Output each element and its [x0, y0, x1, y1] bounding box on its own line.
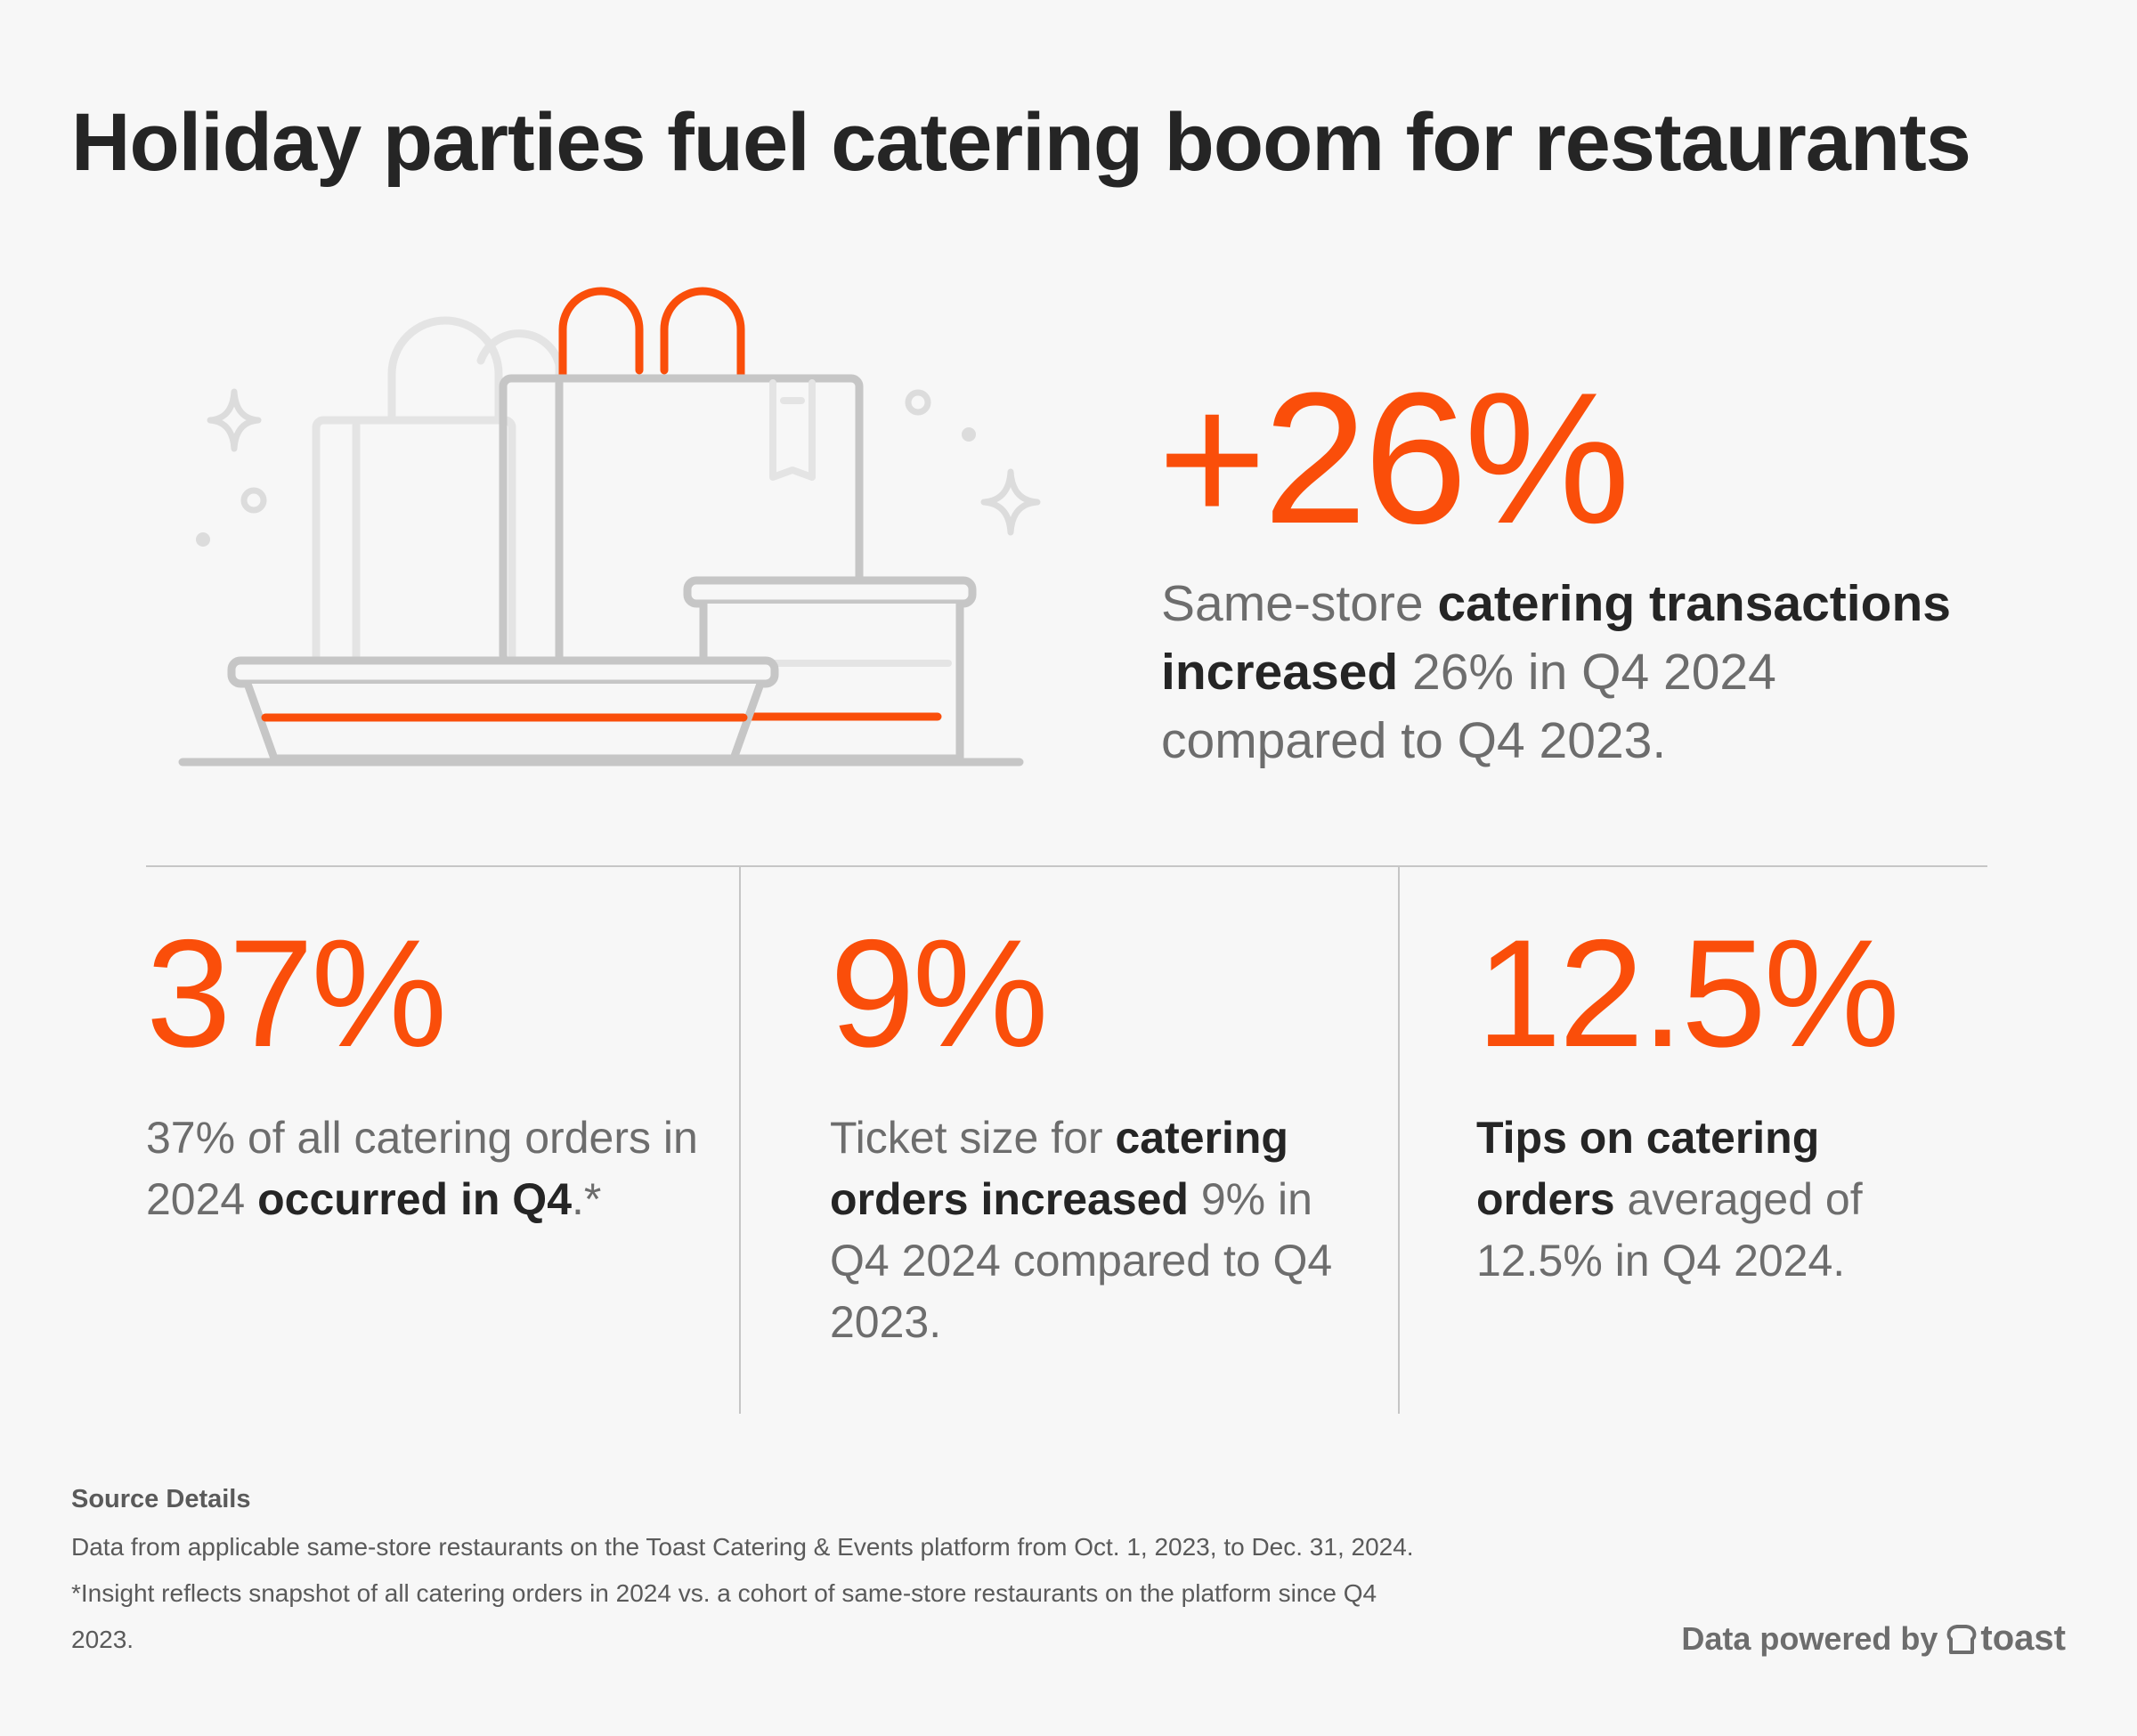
page-title: Holiday parties fuel catering boom for r… [71, 97, 1971, 188]
stat-description: 37% of all catering orders in 2024 occur… [146, 1113, 698, 1224]
toast-wordmark: toast [1980, 1618, 2066, 1658]
stat-column-tips: 12.5% Tips on catering orders averaged o… [1476, 917, 1939, 1292]
dot-icon [240, 487, 267, 514]
bag-handle-icon [558, 287, 644, 383]
sparkle-icon [980, 468, 1041, 536]
stat-description: Tips on catering orders averaged of 12.5… [1476, 1113, 1863, 1286]
stat-value: 9% [830, 908, 1049, 1079]
hero-stat: +26% [1158, 353, 1630, 563]
stat-column-orders: 37% 37% of all catering orders in 2024 o… [146, 917, 716, 1230]
back-bag-icon [387, 316, 503, 425]
dot-icon [962, 427, 976, 442]
catering-illustration [178, 287, 1041, 767]
powered-by: Data powered by toast [1681, 1618, 2066, 1659]
source-heading: Source Details [71, 1485, 251, 1513]
dot-icon [196, 532, 210, 547]
toast-logo-icon [1946, 1624, 1977, 1654]
tray-lid-icon [227, 656, 779, 688]
toast-logo: toast [1946, 1618, 2066, 1659]
stat-column-ticket-size: 9% Ticket size for catering orders incre… [830, 917, 1364, 1353]
column-divider [1398, 867, 1400, 1414]
source-text: Data from applicable same-store restaura… [71, 1533, 1414, 1653]
powered-by-label: Data powered by [1681, 1619, 1938, 1657]
stat-description: Ticket size for catering orders increase… [830, 1113, 1333, 1347]
dot-icon [905, 389, 931, 416]
sparkle-icon [207, 388, 262, 452]
column-divider [739, 867, 741, 1414]
stat-value: 12.5% [1476, 908, 1900, 1079]
section-divider [146, 865, 1987, 867]
container-lid-icon [683, 576, 977, 608]
hero-description: Same-store catering transactions increas… [1161, 575, 1951, 769]
bag-tag-icon [769, 379, 816, 481]
stat-value: 37% [146, 908, 447, 1079]
